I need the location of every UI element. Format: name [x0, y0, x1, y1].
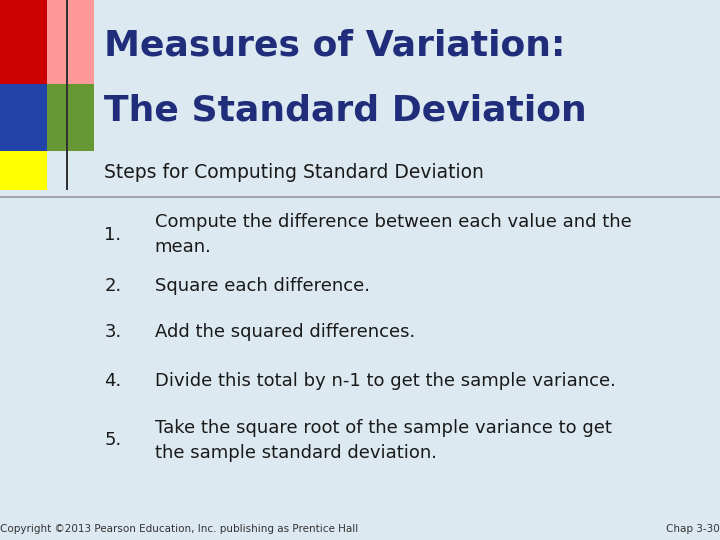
Text: Copyright ©2013 Pearson Education, Inc. publishing as Prentice Hall: Copyright ©2013 Pearson Education, Inc. … — [0, 523, 359, 534]
Text: 1.: 1. — [104, 226, 122, 244]
Text: Take the square root of the sample variance to get
the sample standard deviation: Take the square root of the sample varia… — [155, 418, 612, 462]
Text: Add the squared differences.: Add the squared differences. — [155, 323, 415, 341]
Text: 5.: 5. — [104, 431, 122, 449]
Text: The Standard Deviation: The Standard Deviation — [104, 94, 587, 127]
Text: 4.: 4. — [104, 372, 122, 390]
Text: 2.: 2. — [104, 277, 122, 295]
Text: Steps for Computing Standard Deviation: Steps for Computing Standard Deviation — [104, 163, 485, 183]
Text: Compute the difference between each value and the
mean.: Compute the difference between each valu… — [155, 213, 631, 256]
Text: Measures of Variation:: Measures of Variation: — [104, 29, 566, 63]
Text: Divide this total by n-1 to get the sample variance.: Divide this total by n-1 to get the samp… — [155, 372, 616, 390]
Text: Square each difference.: Square each difference. — [155, 277, 370, 295]
Text: 3.: 3. — [104, 323, 122, 341]
Text: Chap 3-30: Chap 3-30 — [666, 523, 720, 534]
